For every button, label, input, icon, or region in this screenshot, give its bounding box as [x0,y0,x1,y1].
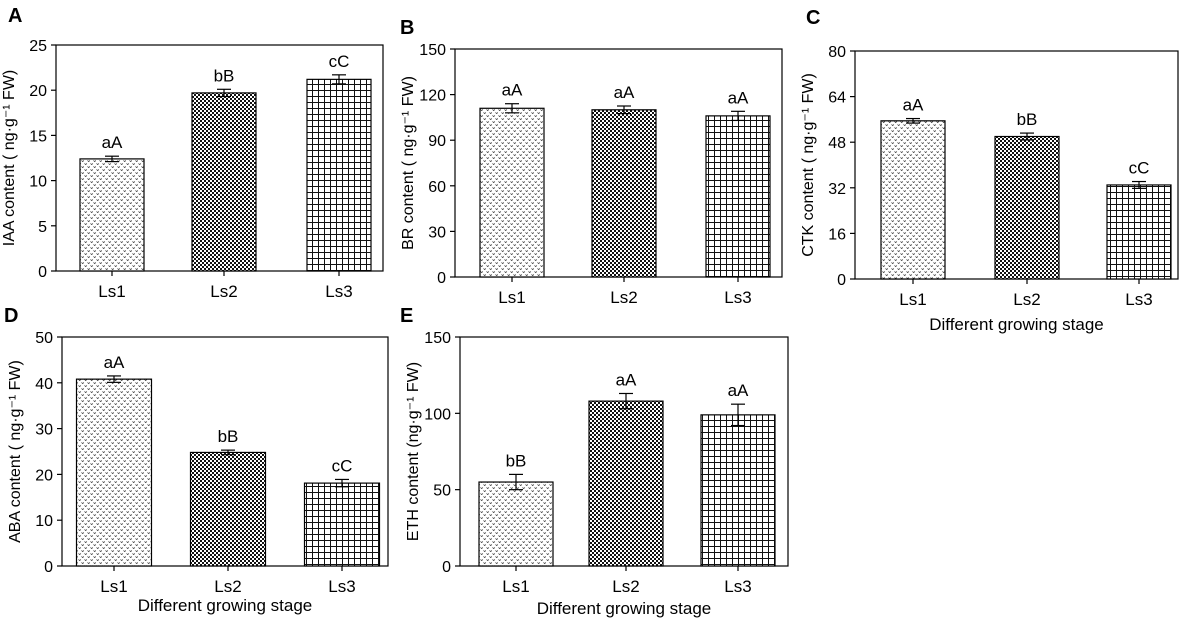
panel-e: E 0 50 100 150 bB Ls1 aA Ls2 aA Ls3 ETH content (ng… [400,305,789,618]
panel-a-ytick-label-3: 15 [29,128,47,145]
panel-a-ytick-label-0: 0 [38,264,47,281]
panel-e-bar-ls3 [700,414,776,567]
panel-c-ytick-label-3: 48 [828,135,846,152]
panel-e-bar-ls2 [588,400,664,567]
panel-a-category-label-0: Ls1 [98,282,125,301]
panel-d-category-label-0: Ls1 [100,577,127,596]
panel-c-letter: C [806,7,820,29]
panel-e-ytick-label-2: 100 [424,406,451,423]
panel-d-ytick-label-4: 40 [35,376,53,393]
panel-d-bar-ls1 [75,378,153,567]
panel-c-ytick-label-4: 64 [828,90,846,107]
panel-c-ytick-label-2: 32 [828,181,846,198]
panel-a-category-label-2: Ls3 [325,282,352,301]
panel-e-ylabel: ETH content (ng·g⁻¹ FW) [405,362,422,541]
panel-d-significance-2: cC [332,456,353,475]
panel-b-category-label-1: Ls2 [610,288,637,307]
panel-a-ytick-label-4: 20 [29,83,47,100]
panel-e-letter: E [400,305,413,327]
panel-c-xlabel: Different growing stage [929,315,1104,334]
panel-d-ytick-label-0: 0 [44,559,53,576]
panel-b-ytick-label-0: 0 [437,270,446,287]
panel-e-significance-0: bB [506,451,527,470]
panel-b-ytick-label-1: 30 [428,224,446,241]
panel-d-xlabel: Different growing stage [138,596,313,615]
panel-a-bar-ls1 [79,158,145,272]
panel-b-significance-0: aA [502,81,523,100]
panel-c-bar-ls1 [880,120,946,280]
panel-c-ytick-label-0: 0 [837,272,846,289]
panel-c-significance-0: aA [903,96,924,115]
panel-a-letter: A [8,5,22,27]
panel-b-category-label-2: Ls3 [724,288,751,307]
panel-b-significance-2: aA [728,88,749,107]
panel-e-bar-ls1 [478,481,554,567]
panel-a-ytick-label-2: 10 [29,174,47,191]
panel-e-xlabel: Different growing stage [537,599,712,618]
panel-c-bar-ls3 [1106,184,1172,280]
panel-b-ytick-label-2: 60 [428,179,446,196]
panel-d-ytick-label-2: 20 [35,467,53,484]
panel-d-ytick-label-3: 30 [35,422,53,439]
panel-c-significance-2: cC [1129,159,1150,178]
panel-c-significance-1: bB [1017,110,1038,129]
panel-a-significance-0: aA [102,133,123,152]
panel-d: D 0 10 20 30 40 50 aA Ls1 bB Ls2 cC Ls3 ABA content (… [4,305,389,615]
panel-a-ylabel: IAA content ( ng·g⁻¹ FW) [1,70,18,247]
panel-d-category-label-2: Ls3 [328,577,355,596]
panel-a-bar-ls3 [306,78,372,272]
panel-e-significance-2: aA [728,381,749,400]
panel-e-significance-1: aA [616,370,637,389]
panel-d-letter: D [4,305,18,327]
panel-a-bar-ls2 [191,92,257,272]
panel-c: C 0 16 32 48 64 80 aA Ls1 bB Ls2 cC Ls3 CTK content (… [800,7,1179,334]
panel-a-ytick-label-1: 5 [38,219,47,236]
panel-d-ytick-label-1: 10 [35,513,53,530]
panel-e-category-label-1: Ls2 [612,577,639,596]
panel-d-ytick-label-5: 50 [35,330,53,347]
panel-b-bar-ls2 [591,109,657,278]
panel-e-ytick-label-1: 50 [433,483,451,500]
panel-a-significance-2: cC [329,52,350,71]
panel-e-ytick-label-0: 0 [442,559,451,576]
panel-c-ytick-label-1: 16 [828,226,846,243]
panel-c-bar-ls2 [994,135,1060,280]
panel-d-significance-0: aA [104,353,125,372]
panel-d-bar-ls3 [303,482,381,567]
panel-a: A 0 5 10 15 20 25 aA Ls1 bB Ls2 cC Ls3 IAA content ( … [1,5,384,301]
panel-a-significance-1: bB [214,66,235,85]
panel-c-ytick-label-5: 80 [828,44,846,61]
panel-c-ylabel: CTK content ( ng·g⁻¹ FW) [800,73,817,257]
panel-b-significance-1: aA [614,83,635,102]
panel-c-category-label-1: Ls2 [1013,290,1040,309]
panel-a-ytick-label-5: 25 [29,38,47,55]
panel-e-category-label-0: Ls1 [502,577,529,596]
panel-c-category-label-0: Ls1 [899,290,926,309]
panel-b-ytick-label-4: 120 [419,88,446,105]
panel-b: B 0 30 60 90 120 150 aA Ls1 aA Ls2 aA Ls3 BR content … [400,17,783,307]
panel-b-bar-ls3 [705,115,771,278]
panel-d-bar-ls2 [189,451,267,567]
panel-b-letter: B [400,17,414,39]
panel-e-ytick-label-3: 150 [424,330,451,347]
panel-a-category-label-1: Ls2 [210,282,237,301]
panel-b-bar-ls1 [479,107,545,278]
panel-b-ylabel: BR content ( ng·g⁻¹ FW) [400,76,417,250]
panel-e-category-label-2: Ls3 [724,577,751,596]
panel-d-significance-1: bB [218,427,239,446]
panel-d-category-label-1: Ls2 [214,577,241,596]
panel-b-ytick-label-3: 90 [428,133,446,150]
panel-b-ytick-label-5: 150 [419,42,446,59]
panel-d-ylabel: ABA content ( ng·g⁻¹ FW) [7,360,24,543]
panel-c-category-label-2: Ls3 [1125,290,1152,309]
panel-b-category-label-0: Ls1 [498,288,525,307]
